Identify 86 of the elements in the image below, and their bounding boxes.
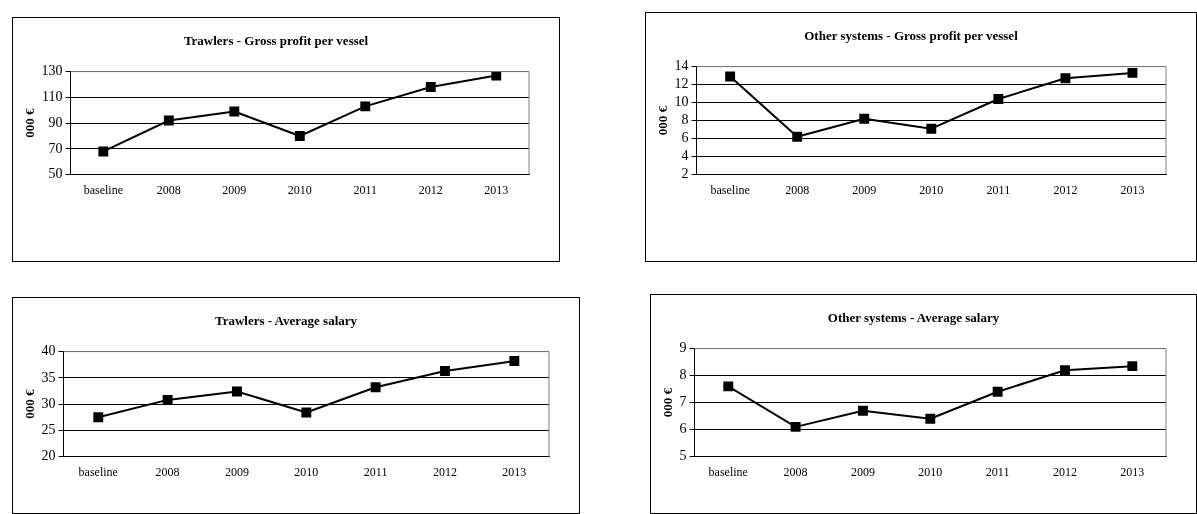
y-tick-label: 110	[42, 89, 63, 105]
point	[790, 421, 801, 432]
y-tick-label: 9	[679, 340, 687, 356]
x-tick-label: 2012	[418, 182, 443, 197]
point	[926, 123, 937, 134]
x-tick-label: 2009	[850, 464, 875, 479]
x-tick-label: 2008	[785, 182, 810, 197]
point	[98, 146, 109, 157]
point	[1060, 365, 1070, 376]
x-tick-label: 2011	[363, 464, 388, 479]
chart-title: Trawlers - Gross profit per vessel	[183, 33, 369, 49]
point	[792, 131, 803, 142]
y-tick-label: 70	[48, 140, 63, 156]
y-axis-title: 000 €	[22, 388, 38, 419]
y-axis-title: 000 €	[660, 387, 676, 418]
point	[491, 71, 502, 81]
chart-title: Other systems - Gross profit per vessel	[804, 28, 1019, 44]
point	[162, 394, 173, 405]
x-tick-label: 2011	[985, 464, 1010, 479]
x-tick-label: 2013	[1120, 464, 1145, 479]
point	[1127, 361, 1138, 372]
y-tick-label: 2	[681, 166, 689, 182]
x-tick-label: 2010	[287, 182, 312, 197]
x-tick-label: 2009	[224, 464, 249, 479]
y-tick-label: 6	[681, 130, 689, 146]
point	[992, 386, 1003, 397]
x-tick-label: 2013	[484, 182, 509, 197]
point	[229, 106, 240, 117]
chart-title: Other systems - Average salary	[827, 310, 1000, 326]
y-tick-label: 8	[679, 367, 687, 383]
point	[859, 113, 870, 124]
point	[1127, 67, 1138, 78]
point	[425, 82, 436, 92]
x-tick-label: baseline	[83, 182, 124, 197]
x-tick-label: 2012	[432, 464, 457, 479]
x-tick-label: 2008	[783, 464, 808, 479]
x-tick-label: 2013	[502, 464, 527, 479]
y-tick-label: 90	[48, 114, 63, 130]
y-tick-label: 5	[679, 448, 687, 464]
point	[360, 101, 371, 112]
point	[925, 413, 936, 424]
point	[93, 412, 104, 423]
x-tick-label: 2009	[222, 182, 247, 197]
x-tick-label: baseline	[708, 464, 748, 479]
x-tick-label: 2010	[918, 464, 943, 479]
point	[509, 356, 520, 366]
point	[163, 115, 174, 126]
y-tick-label: 4	[681, 148, 689, 164]
y-tick-label: 20	[41, 448, 56, 464]
x-tick-label: 2008	[155, 464, 180, 479]
y-axis-title: 000 €	[655, 105, 671, 136]
y-tick-label: 6	[679, 421, 687, 437]
y-tick-label: 130	[41, 63, 63, 79]
point	[858, 405, 868, 416]
y-tick-label: 50	[48, 166, 63, 182]
point	[370, 382, 381, 393]
point	[232, 386, 242, 397]
y-tick-label: 7	[679, 394, 687, 410]
x-tick-label: 2010	[294, 464, 319, 479]
x-tick-label: 2008	[156, 182, 181, 197]
x-tick-label: 2010	[919, 182, 944, 197]
y-tick-label: 12	[674, 76, 689, 92]
x-tick-label: 2012	[1053, 182, 1078, 197]
y-tick-label: 10	[674, 94, 689, 110]
x-tick-label: 2011	[353, 182, 378, 197]
point	[440, 366, 450, 376]
y-tick-label: 30	[41, 395, 56, 411]
point	[294, 131, 305, 141]
point	[725, 71, 736, 82]
y-tick-label: 40	[41, 343, 56, 359]
x-tick-label: 2013	[1120, 182, 1145, 197]
point	[993, 94, 1004, 104]
y-tick-label: 14	[674, 58, 689, 74]
point	[301, 407, 312, 418]
x-tick-label: 2012	[1052, 464, 1077, 479]
x-tick-label: baseline	[710, 182, 750, 197]
x-tick-label: 2011	[986, 182, 1011, 197]
chart-title: Trawlers - Average salary	[214, 313, 358, 329]
point	[723, 381, 734, 392]
y-tick-label: 35	[41, 369, 56, 385]
x-tick-label: baseline	[78, 464, 118, 479]
y-tick-label: 25	[41, 422, 56, 438]
point	[1060, 73, 1071, 84]
y-tick-label: 8	[681, 112, 689, 128]
x-tick-label: 2009	[852, 182, 877, 197]
y-axis-title: 000 €	[22, 107, 38, 138]
